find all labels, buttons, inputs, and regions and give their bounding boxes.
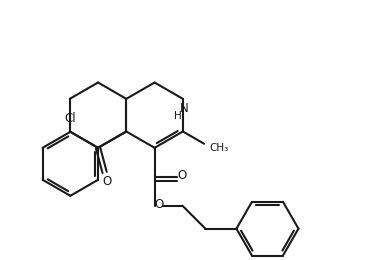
Text: CH₃: CH₃ (209, 143, 228, 153)
Text: H: H (174, 111, 182, 121)
Text: Cl: Cl (64, 112, 76, 125)
Text: N: N (180, 102, 188, 115)
Text: O: O (102, 176, 112, 188)
Text: O: O (154, 198, 163, 211)
Text: O: O (177, 169, 186, 182)
